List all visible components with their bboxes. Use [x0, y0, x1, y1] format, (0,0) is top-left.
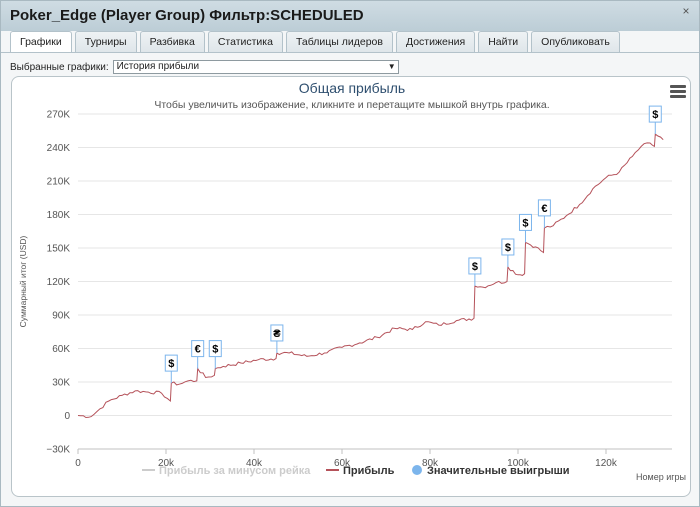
x-tick-label: 20k — [158, 458, 175, 469]
win-flag-box — [164, 354, 178, 372]
win-flag-symbol: ₴ — [273, 328, 281, 340]
hamburger-menu-icon[interactable] — [670, 85, 686, 99]
x-tick-label: 40k — [246, 458, 263, 469]
tab-5[interactable]: Достижения — [395, 31, 476, 52]
chart-selector-label: Выбранные графики: — [10, 61, 109, 73]
y-tick-label: 210K — [47, 177, 71, 188]
profit-chart[interactable]: Общая прибыль Чтобы увеличить изображение… — [12, 77, 691, 497]
tab-2[interactable]: Разбивка — [139, 31, 205, 52]
title-bar: Poker_Edge (Player Group) Фильтр:SCHEDUL… — [1, 1, 699, 31]
tab-divider — [1, 52, 699, 53]
win-flag-box — [468, 257, 482, 275]
chart-selector-row: Выбранные графики: История прибыли ▼ — [10, 60, 399, 74]
x-tick-label: 60k — [334, 458, 351, 469]
win-flag-symbol: $ — [652, 109, 658, 121]
chart-container[interactable]: Общая прибыль Чтобы увеличить изображение… — [11, 76, 691, 497]
y-axis-label: Суммарный итог (USD) — [18, 235, 28, 327]
y-tick-label: 0 — [64, 411, 70, 422]
win-flag-symbol: € — [195, 344, 201, 356]
y-tick-label: 120K — [47, 277, 71, 288]
chart-selector-dropdown[interactable]: История прибыли ▼ — [112, 60, 399, 74]
tab-4[interactable]: Таблицы лидеров — [285, 31, 393, 52]
chart-selector-value: История прибыли — [116, 61, 200, 72]
x-tick-label: 100k — [507, 458, 530, 469]
win-flag-symbol: $ — [505, 242, 511, 254]
win-flag-symbol: € — [541, 203, 547, 215]
win-flag-box — [208, 340, 222, 358]
win-flag-box — [270, 324, 284, 342]
legend-profit-label: Прибыль — [343, 465, 395, 477]
legend-rake-label: Прибыль за минусом рейка — [159, 465, 311, 477]
win-flag-symbol: $ — [472, 261, 478, 273]
tab-7[interactable]: Опубликовать — [531, 31, 620, 52]
win-flag-box — [537, 199, 551, 217]
tab-3[interactable]: Статистика — [207, 31, 283, 52]
close-icon[interactable]: × — [682, 4, 690, 18]
tab-0[interactable]: Графики — [10, 31, 72, 53]
chart-title: Общая прибыль — [299, 80, 405, 96]
y-tick-label: 90K — [52, 311, 70, 322]
y-tick-label: 150K — [47, 244, 71, 255]
win-flag-box — [191, 340, 205, 358]
profit-series-line — [77, 133, 664, 419]
x-tick-label: 0 — [75, 458, 81, 469]
win-flag-box — [501, 238, 515, 256]
window-title: Poker_Edge (Player Group) Фильтр:SCHEDUL… — [10, 7, 364, 24]
y-tick-label: 60K — [52, 344, 70, 355]
tab-1[interactable]: Турниры — [74, 31, 137, 52]
x-tick-label: 80k — [422, 458, 439, 469]
tab-6[interactable]: Найти — [478, 31, 529, 52]
win-flag-symbol: $ — [522, 217, 528, 229]
tab-bar: Графики Турниры Разбивка Статистика Таблицы … — [10, 31, 623, 53]
y-tick-label: 30K — [52, 378, 70, 389]
win-flag-box — [648, 105, 662, 123]
chart-subtitle: Чтобы увеличить изображение, кликните и … — [154, 99, 549, 111]
legend-wins-label: Значительные выигрыши — [427, 465, 570, 477]
win-flag-symbol: $ — [168, 358, 174, 370]
chevron-down-icon: ▼ — [387, 62, 396, 71]
legend-wins-swatch — [412, 465, 422, 475]
win-flag-symbol: $ — [212, 344, 218, 356]
y-tick-label: −30K — [46, 445, 70, 456]
win-flag-box — [518, 213, 532, 231]
y-tick-label: 180K — [47, 210, 71, 221]
y-tick-label: 240K — [47, 143, 71, 154]
y-tick-label: 270K — [47, 110, 71, 121]
x-axis-label: Номер игры — [636, 472, 686, 482]
x-tick-label: 120k — [595, 458, 618, 469]
